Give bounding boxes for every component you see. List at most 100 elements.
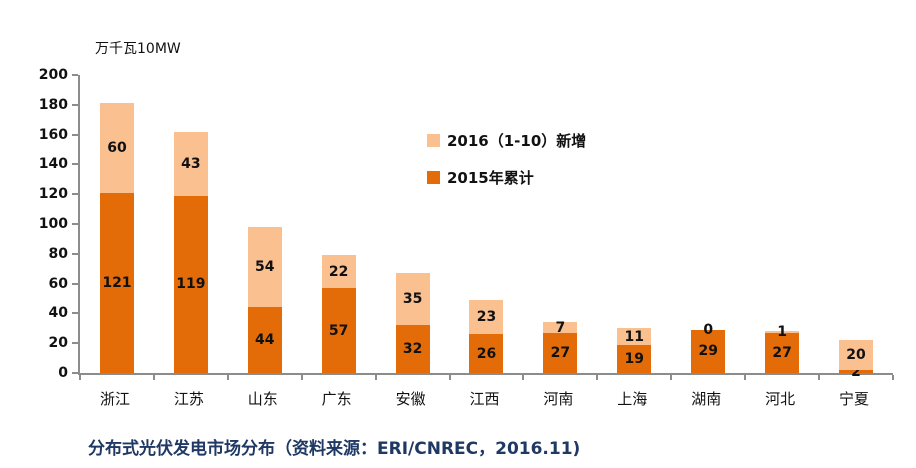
bar-segment-2015-广东: 57 [321, 288, 356, 373]
bar-value-label: 27 [772, 344, 792, 361]
bar-segment-2015-山东: 44 [247, 307, 282, 373]
y-tick-mark [72, 282, 78, 285]
y-tick-label: 40 [48, 305, 68, 322]
stacked-bar-河北: 27 1 [765, 325, 800, 373]
x-tick-mark [79, 375, 81, 380]
bar-value-label: 26 [476, 345, 497, 362]
bar-segment-2015-湖南: 29 [691, 329, 726, 373]
y-tick-label: 80 [48, 245, 68, 262]
bar-value-label: 0 [703, 321, 714, 338]
bar-segment-2016-河北: 1 [765, 325, 800, 339]
y-tick-label: 140 [38, 156, 68, 173]
bar-segment-2016-宁夏: 20 [839, 340, 874, 371]
bar-value-label: 2 [851, 363, 861, 380]
bar-value-label: 11 [624, 328, 645, 345]
y-tick-mark [72, 252, 78, 255]
x-tick-mark [374, 375, 377, 380]
legend: 2016（1-10）新增 2015年累计 [427, 130, 586, 188]
x-tick-mark [300, 375, 303, 380]
y-tick-mark [72, 223, 78, 225]
stacked-bar-上海: 19 11 [617, 328, 652, 373]
bar-value-label: 22 [328, 263, 349, 280]
x-tick-mark [448, 375, 451, 380]
bar-value-label: 20 [846, 347, 866, 364]
bar-segment-2016-山东: 54 [247, 227, 282, 308]
y-tick-mark [72, 372, 78, 374]
bar-value-label: 23 [476, 309, 497, 326]
chart-caption: 分布式光伏发电市场分布（资料来源：ERI/CNREC，2016.11) [88, 439, 581, 459]
bar-slot-湖南: 29 0 [671, 75, 745, 373]
bar-value-label: 57 [328, 322, 349, 339]
y-tick-label: 20 [48, 335, 68, 352]
bar-segment-2016-江西: 23 [469, 300, 504, 335]
bar-slot-浙江: 121 60 [80, 75, 154, 373]
bar-slot-江苏: 119 43 [154, 75, 228, 373]
x-category-label-江西: 江西 [469, 390, 500, 408]
y-tick-mark [72, 74, 78, 76]
x-category-label-山东: 山东 [247, 390, 278, 408]
y-tick-label: 0 [58, 365, 68, 381]
bar-segment-2016-安徽: 35 [395, 273, 430, 326]
bar-segment-2016-河南: 7 [543, 319, 578, 336]
bar-segment-2016-上海: 11 [617, 328, 652, 345]
x-category-label-上海: 上海 [617, 390, 648, 408]
bar-segment-2016-浙江: 60 [99, 103, 134, 193]
x-tick-mark [744, 375, 747, 380]
bar-slot-河北: 27 1 [745, 75, 819, 373]
bar-value-label: 60 [107, 140, 127, 157]
stacked-bar-湖南: 29 0 [691, 323, 726, 373]
bar-segment-2015-江西: 26 [469, 334, 504, 373]
x-tick-mark [818, 375, 821, 380]
x-axis-labels: 浙江 江苏 山东 广东 安徽 江西 河南 上海 湖南 河北 宁夏 [78, 388, 891, 409]
bar-value-label: 7 [555, 319, 566, 336]
stacked-bar-江苏: 119 43 [173, 131, 208, 373]
bar-segment-2015-安徽: 32 [395, 325, 430, 373]
x-category-label-河南: 河南 [543, 390, 574, 408]
bar-segment-2015-上海: 19 [617, 344, 652, 373]
y-tick-mark [72, 103, 78, 106]
y-tick-label: 180 [38, 96, 68, 113]
legend-item-2015-cumulative: 2015年累计 [427, 167, 586, 188]
y-tick-mark [72, 163, 78, 166]
bar-slot-河南: 27 7 [523, 75, 597, 373]
bar-segment-2015-浙江: 121 [99, 192, 134, 373]
x-category-label-河北: 河北 [765, 390, 796, 408]
stacked-bar-安徽: 32 35 [395, 273, 430, 373]
y-tick-mark [72, 133, 78, 136]
legend-label: 2016（1-10）新增 [447, 132, 587, 150]
bar-slot-安徽: 32 35 [376, 75, 450, 373]
bars-container: 121 60 119 43 44 54 57 22 32 35 26 23 27 7 19 11 29 0 27 1 2… [80, 75, 893, 379]
bar-slot-江西: 26 23 [450, 75, 524, 373]
x-category-label-广东: 广东 [321, 390, 352, 408]
stacked-bar-广东: 57 22 [321, 255, 356, 373]
x-tick-mark [522, 375, 525, 380]
legend-swatch-dark-orange [427, 171, 440, 184]
y-tick-label: 160 [38, 126, 68, 143]
bar-segment-2015-宁夏: 2 [839, 365, 874, 379]
y-tick-label: 100 [38, 216, 68, 232]
bar-segment-2016-广东: 22 [321, 255, 356, 289]
stacked-bar-河南: 27 7 [543, 319, 578, 373]
x-tick-mark [670, 375, 673, 380]
stacked-bar-江西: 26 23 [469, 300, 504, 373]
plot-area: 0 20 40 60 80 100 120 140 160 180 200 121 60 119 43 44… [39, 68, 894, 380]
bar-value-label: 35 [402, 291, 423, 308]
bar-value-label: 19 [624, 350, 645, 367]
bar-slot-宁夏: 2 20 [819, 75, 893, 379]
stacked-bar-山东: 44 54 [247, 227, 282, 373]
y-tick-label: 120 [38, 186, 68, 203]
legend-item-2016-new: 2016（1-10）新增 [427, 130, 586, 151]
bar-value-label: 119 [176, 276, 206, 293]
y-tick-mark [72, 312, 78, 315]
x-category-label-江苏: 江苏 [173, 390, 204, 408]
y-axis-title: 万千瓦10MW [95, 41, 181, 57]
x-category-label-湖南: 湖南 [691, 390, 722, 408]
x-tick-mark [892, 375, 894, 380]
y-tick-label: 60 [48, 275, 68, 292]
x-tick-mark [226, 375, 229, 380]
bar-value-label: 27 [550, 344, 571, 361]
bar-slot-上海: 19 11 [597, 75, 671, 373]
x-category-label-安徽: 安徽 [395, 390, 426, 408]
legend-label: 2015年累计 [447, 169, 534, 187]
y-tick-label: 200 [38, 67, 68, 83]
